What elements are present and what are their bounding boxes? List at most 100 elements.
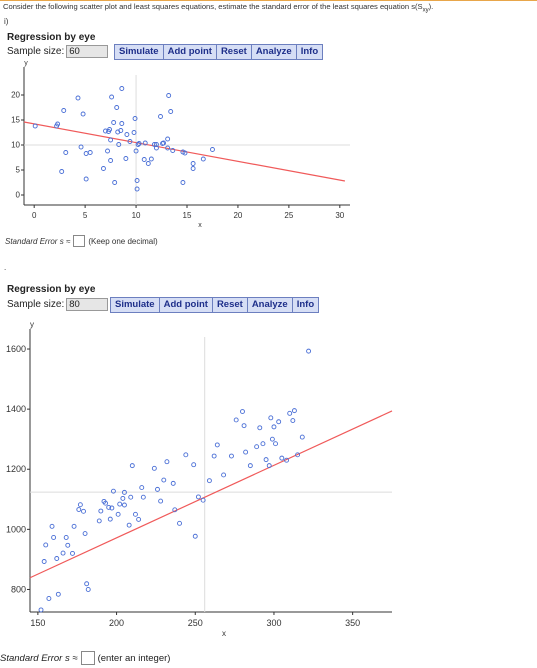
chart2-data-point xyxy=(81,508,86,514)
chart1-data-point xyxy=(141,157,147,162)
chart1-y-tick-label: 15 xyxy=(11,116,20,125)
chart1-y-axis-label: y xyxy=(24,60,28,67)
chart1-data-point xyxy=(182,150,188,156)
panel1-toolbar: Simulate Add point Reset Analyze Info xyxy=(114,44,324,60)
chart2-data-point xyxy=(263,457,269,463)
chart2-data-point xyxy=(77,502,83,508)
chart1-data-point xyxy=(83,151,89,156)
chart1-data-point xyxy=(132,116,138,121)
standard-error-input[interactable] xyxy=(80,651,95,665)
chart2-data-point xyxy=(46,596,52,601)
chart2-data-point xyxy=(155,486,160,492)
chart2-data-point xyxy=(43,542,49,548)
chart1-data-point xyxy=(210,147,215,152)
chart2-y-tick-label: 1400 xyxy=(6,404,26,414)
chart2-data-point xyxy=(128,494,134,500)
chart2-data-point xyxy=(240,409,245,414)
chart1-data-point xyxy=(80,111,86,117)
chart1-y-tick-label: 20 xyxy=(11,91,20,100)
chart2-data-point xyxy=(84,581,90,587)
chart2-data-point xyxy=(266,463,272,469)
add-point-button[interactable]: Add point xyxy=(163,45,217,59)
chart2-data-point xyxy=(276,419,282,425)
chart2-data-point xyxy=(140,494,146,500)
chart2-regression-line xyxy=(29,410,393,579)
analyze-button[interactable]: Analyze xyxy=(251,45,297,59)
chart2-data-point xyxy=(254,444,260,450)
simulate-button[interactable]: Simulate xyxy=(115,45,164,59)
chart1-y-tick-label: 0 xyxy=(16,191,21,200)
panel2-title: Regression by eye xyxy=(7,284,96,295)
reset-button[interactable]: Reset xyxy=(216,45,252,59)
chart2-data-point xyxy=(54,556,60,561)
chart1-data-point xyxy=(153,142,159,147)
chart2-data-point xyxy=(126,522,132,528)
chart1-x-tick-label: 30 xyxy=(335,211,344,220)
chart1-data-point xyxy=(101,166,106,171)
chart2-y-tick-label: 1600 xyxy=(6,344,26,354)
chart2-data-point xyxy=(306,348,312,354)
chart2-data-point xyxy=(279,455,285,461)
chart1-data-point xyxy=(116,142,122,147)
chart1-data-point xyxy=(118,128,124,133)
chart2-data-point xyxy=(229,453,234,459)
simulate-button[interactable]: Simulate xyxy=(111,298,160,312)
chart2-y-tick-label: 1200 xyxy=(6,464,26,474)
chart1-data-point xyxy=(108,137,114,143)
chart2-data-point xyxy=(206,478,212,484)
chart1-data-point xyxy=(190,161,196,166)
chart1-data-point xyxy=(112,180,118,185)
sample-size-label: Sample size: xyxy=(7,299,65,310)
chart1-y-tick-label: 10 xyxy=(11,141,20,150)
chart2-data-point xyxy=(65,542,71,548)
chart1-data-point xyxy=(109,94,115,100)
info-button[interactable]: Info xyxy=(296,45,323,59)
chart2-data-point xyxy=(177,520,182,526)
chart2-data-point xyxy=(41,559,47,564)
chart2-data-point xyxy=(117,501,123,507)
chart2-data-point xyxy=(257,425,263,431)
chart1-data-point xyxy=(105,148,110,154)
chart2-data-point xyxy=(110,488,116,494)
chart2-data-point xyxy=(115,511,121,517)
chart1-data-point xyxy=(124,132,130,137)
sample-size-input[interactable]: 80 xyxy=(66,298,109,311)
chart1-data-point xyxy=(59,169,65,174)
chart2-y-tick-label: 800 xyxy=(11,584,26,594)
add-point-button[interactable]: Add point xyxy=(159,298,213,312)
chart1-x-axis-label: x xyxy=(198,222,202,229)
chart2-x-tick-label: 150 xyxy=(30,618,45,628)
chart2-x-tick-label: 300 xyxy=(266,618,281,628)
analyze-button[interactable]: Analyze xyxy=(247,298,293,312)
chart1-data-point xyxy=(75,95,81,101)
sample-size-input[interactable]: 60 xyxy=(66,45,109,58)
answer-hint: (Keep one decimal) xyxy=(88,236,158,246)
chart2-data-point xyxy=(284,457,289,463)
chart2-data-point xyxy=(120,495,126,501)
chart2-data-point xyxy=(103,500,108,506)
chart2-data-point xyxy=(170,480,176,486)
panel1-title: Regression by eye xyxy=(7,32,96,43)
chart2-data-point xyxy=(96,518,102,524)
standard-error-input[interactable] xyxy=(73,235,86,247)
chart2-x-tick-label: 250 xyxy=(188,618,203,628)
chart2-data-point xyxy=(139,485,145,491)
chart1-data-point xyxy=(103,128,108,134)
chart2-data-point xyxy=(136,516,142,522)
standard-error-label: Standard Error s ≈ xyxy=(5,236,71,246)
chart1-data-point xyxy=(180,180,186,185)
chart1-data-point xyxy=(61,108,67,113)
chart2-data-point xyxy=(243,449,249,455)
info-button[interactable]: Info xyxy=(292,298,319,312)
chart1-data-point xyxy=(151,142,157,147)
chart2-data-point xyxy=(183,452,189,458)
chart1-x-tick-label: 5 xyxy=(83,211,88,220)
chart1-data-point xyxy=(108,158,114,163)
chart1-data-point xyxy=(165,145,171,151)
reset-button[interactable]: Reset xyxy=(212,298,248,312)
chart1-x-tick-label: 20 xyxy=(233,211,242,220)
chart2-x-tick-label: 350 xyxy=(345,618,360,628)
chart2-x-tick-label: 200 xyxy=(109,618,124,628)
chart1-data-point xyxy=(127,139,133,144)
